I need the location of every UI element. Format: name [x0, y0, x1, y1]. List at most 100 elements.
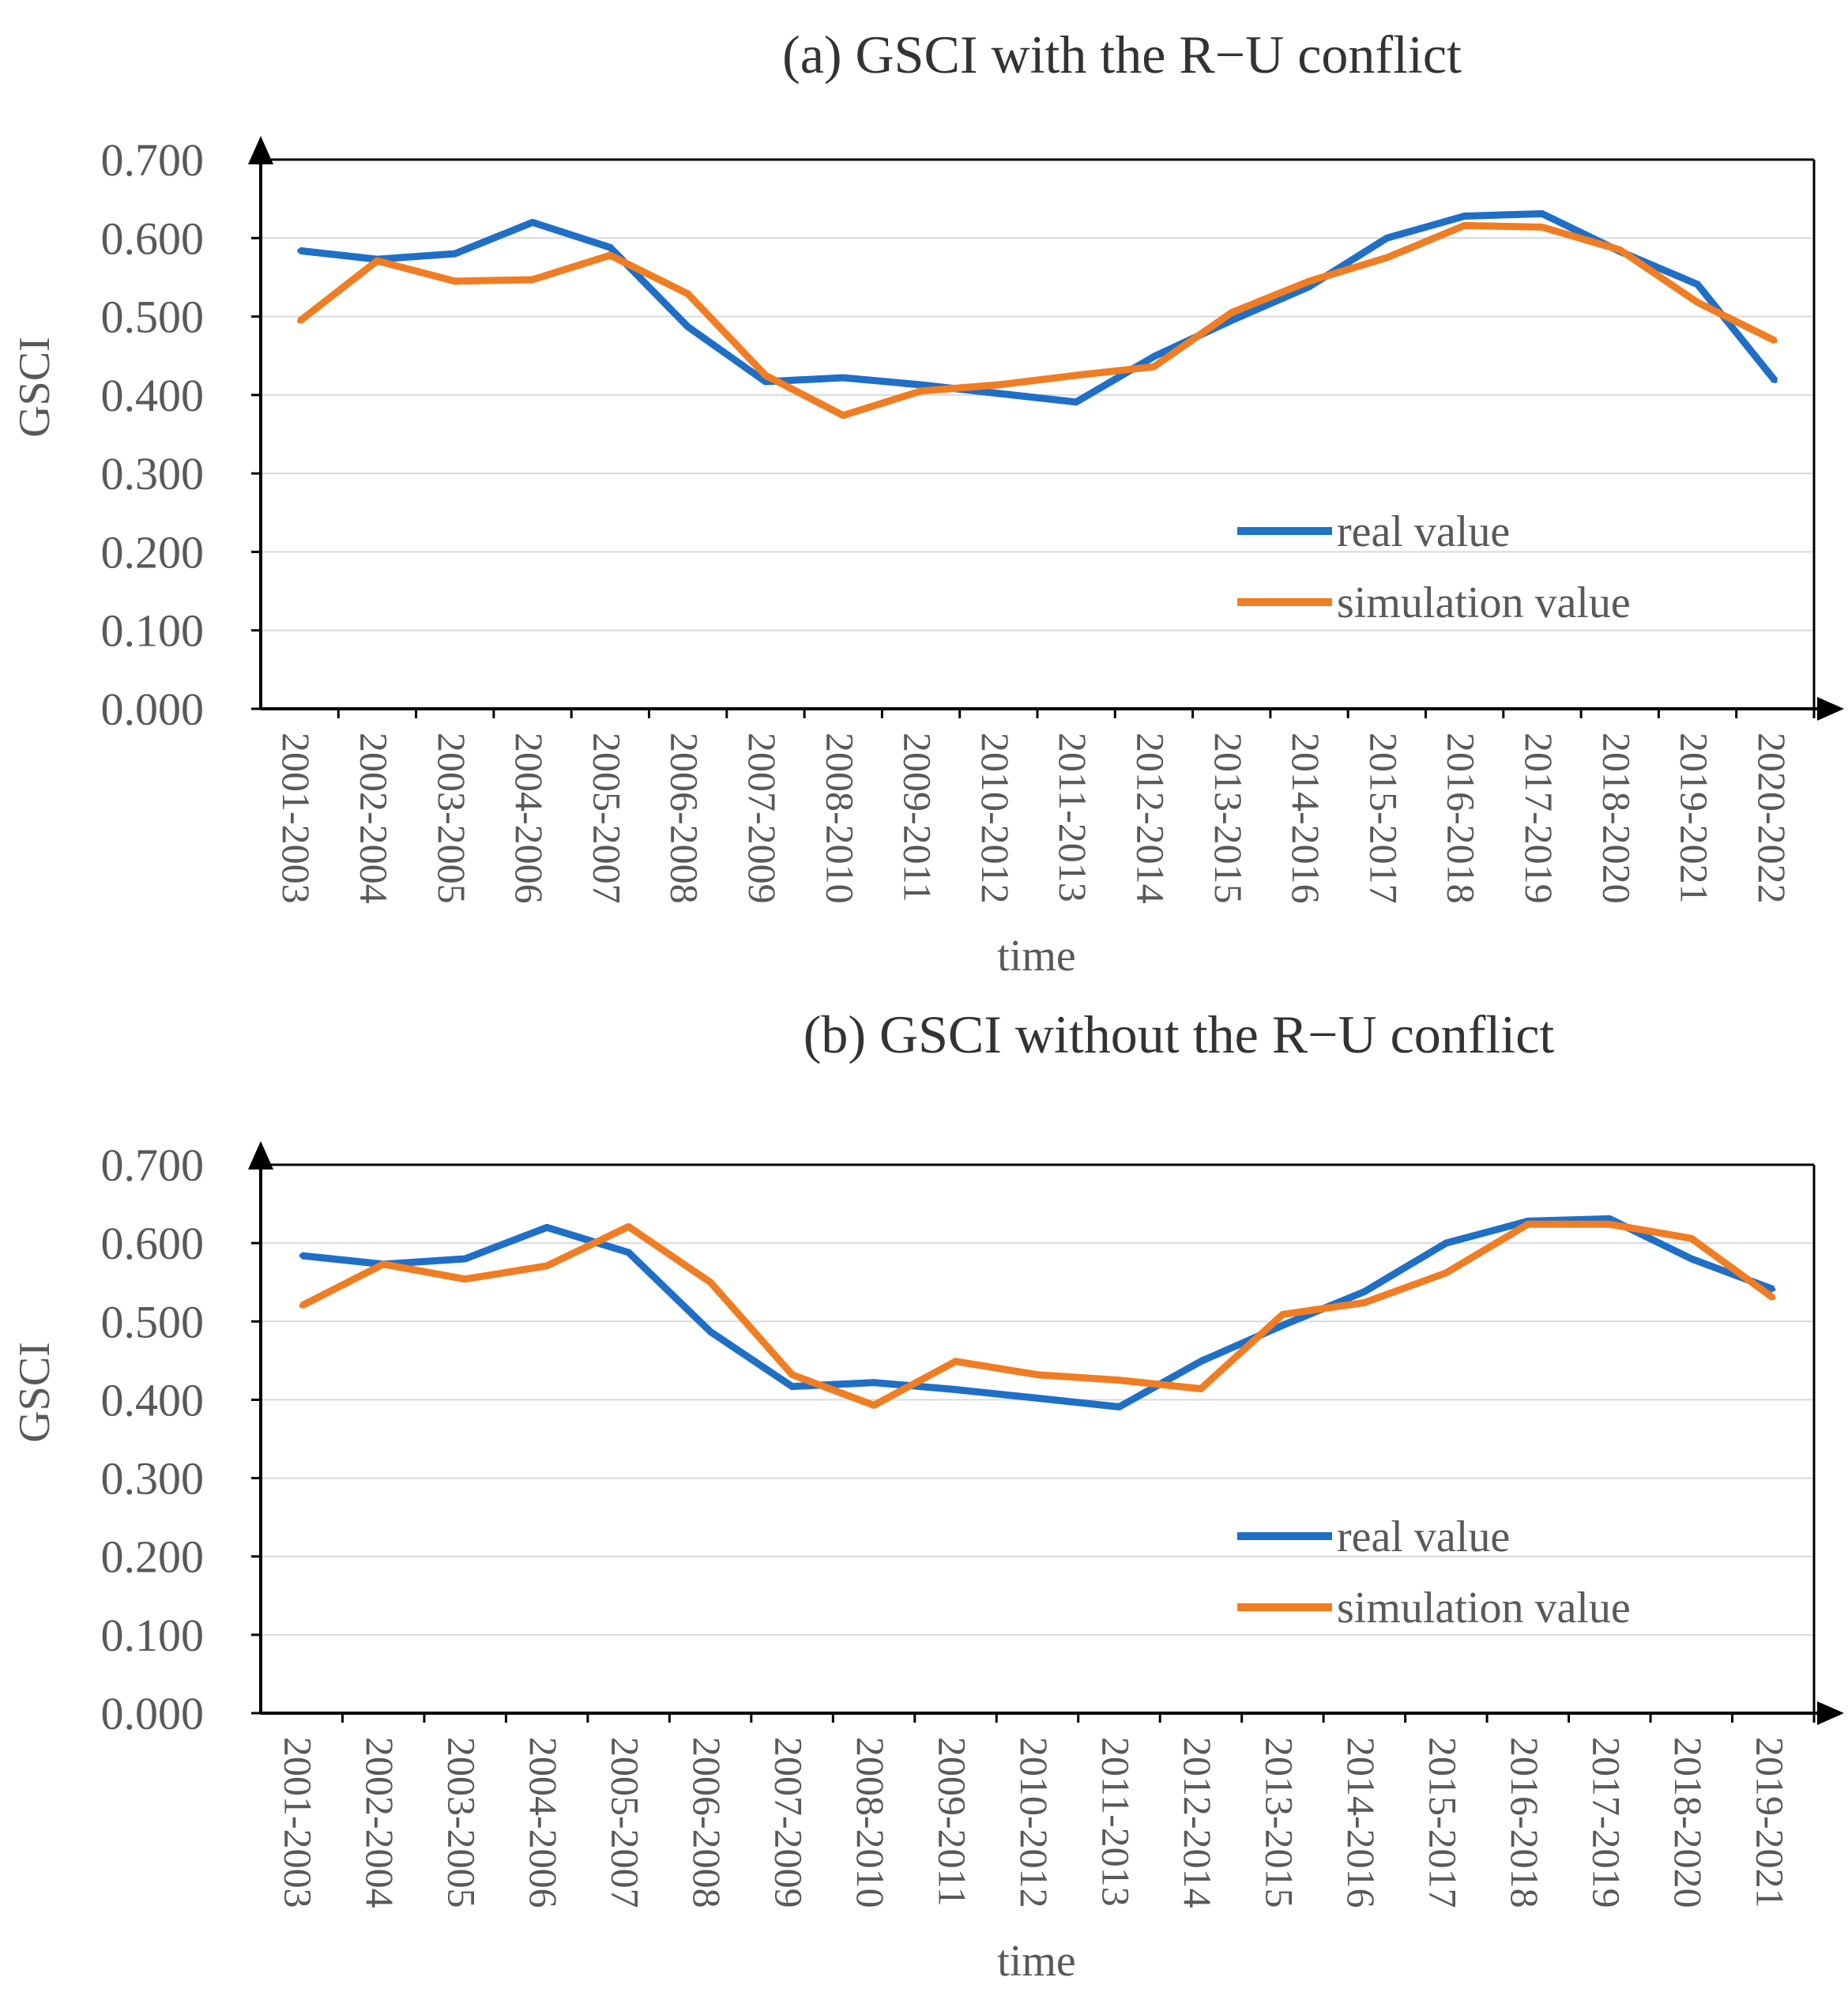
data-point-simulation-value	[1688, 1236, 1694, 1241]
x-tick-label: 2005-2007	[604, 1737, 648, 1908]
y-tick-label: 0.500	[101, 292, 205, 343]
x-axis-label: time	[997, 1937, 1076, 1986]
data-point-real-value	[1540, 211, 1545, 217]
data-point-real-value	[871, 1380, 877, 1385]
x-tick-label: 2008-2010	[818, 733, 862, 904]
data-point-simulation-value	[1151, 364, 1157, 370]
data-point-simulation-value	[1361, 1300, 1367, 1305]
data-point-simulation-value	[1772, 338, 1778, 344]
x-tick-label: 2010-2012	[973, 733, 1018, 904]
x-tick-label: 2016-2018	[1440, 733, 1484, 904]
y-tick-label: 0.200	[101, 1531, 205, 1583]
x-tick-label: 2009-2011	[896, 733, 940, 902]
chart-a: (a) GSCI with the R−U conflict 0.000 0.100…	[10, 24, 1844, 981]
x-tick-label: 2013-2015	[1206, 733, 1251, 904]
legend: real value simulation value	[1237, 507, 1631, 627]
x-tick-label: 2003-2005	[440, 1737, 484, 1908]
x-tick-label: 2010-2012	[1012, 1737, 1056, 1908]
data-point-real-value	[762, 379, 768, 384]
data-point-simulation-value	[1074, 373, 1079, 378]
data-point-simulation-value	[841, 412, 846, 418]
data-point-real-value	[1198, 1358, 1203, 1364]
data-point-real-value	[452, 251, 457, 257]
data-point-real-value	[918, 382, 924, 387]
data-point-real-value	[1035, 1395, 1040, 1401]
x-tick-label: 2002-2004	[358, 1737, 402, 1908]
data-point-real-value	[1772, 379, 1778, 383]
data-point-real-value	[1280, 1323, 1285, 1328]
data-point-real-value	[544, 1225, 550, 1230]
data-point-simulation-value	[297, 318, 303, 324]
data-point-simulation-value	[299, 1303, 304, 1309]
legend-label-simulation-value: simulation value	[1337, 1584, 1631, 1633]
y-axis-label: GSCI	[10, 1342, 59, 1443]
series-line-simulation-value	[299, 1220, 1775, 1409]
x-tick-label: 2004-2006	[507, 733, 551, 904]
data-point-simulation-value	[544, 1263, 550, 1268]
data-point-simulation-value	[626, 1224, 631, 1230]
data-point-simulation-value	[1384, 255, 1390, 261]
data-point-real-value	[1074, 399, 1079, 405]
x-tick-label: 2007-2009	[767, 1737, 811, 1908]
x-tick-label: 2014-2016	[1339, 1737, 1383, 1908]
data-point-simulation-value	[1607, 1222, 1613, 1227]
x-tick-label: 2001-2003	[277, 1737, 321, 1908]
y-tick-label: 0.600	[101, 1218, 205, 1269]
data-point-simulation-value	[762, 373, 768, 378]
data-point-simulation-value	[953, 1358, 958, 1364]
x-tick-label: 2019-2021	[1673, 733, 1717, 904]
data-point-simulation-value	[452, 278, 457, 284]
data-point-real-value	[1443, 1241, 1449, 1246]
data-point-simulation-value	[374, 258, 380, 264]
x-tick-label: 2018-2020	[1666, 1737, 1711, 1908]
y-tick-label: 0.200	[101, 526, 205, 578]
y-tick-label: 0.600	[101, 213, 205, 264]
data-point-simulation-value	[1035, 1372, 1040, 1377]
y-tick-label: 0.300	[101, 1453, 205, 1505]
x-tick-label: 2008-2010	[849, 1737, 893, 1908]
x-tick-label: 2009-2011	[931, 1737, 975, 1907]
x-tick-label: 2002-2004	[352, 733, 396, 904]
chart-title: (a) GSCI with the R−U conflict	[782, 24, 1462, 85]
data-point-simulation-value	[1116, 1377, 1122, 1383]
data-point-simulation-value	[685, 291, 691, 296]
x-tick-label: 2017-2019	[1584, 1737, 1628, 1908]
data-point-real-value	[1462, 213, 1467, 219]
data-point-real-value	[626, 1250, 631, 1255]
data-point-simulation-value	[1525, 1222, 1530, 1227]
x-tick-label: 2007-2009	[740, 733, 785, 904]
x-tick-label: 2019-2021	[1748, 1737, 1792, 1908]
legend-label-real-value: real value	[1337, 507, 1510, 556]
data-point-simulation-value	[1229, 310, 1234, 315]
legend-label-real-value: real value	[1337, 1512, 1510, 1561]
y-tick-label: 0.400	[101, 1374, 205, 1426]
x-axis-label: time	[997, 932, 1076, 981]
data-point-simulation-value	[530, 277, 535, 282]
y-tick-label: 0.000	[101, 684, 205, 735]
data-point-real-value	[708, 1329, 713, 1335]
x-tick-label: 2014-2016	[1284, 733, 1328, 904]
x-tick-label: 2020-2022	[1750, 733, 1794, 904]
data-point-real-value	[1695, 281, 1700, 287]
legend: real value simulation value	[1237, 1512, 1631, 1633]
data-point-real-value	[1361, 1289, 1367, 1294]
data-point-real-value	[1229, 318, 1234, 323]
data-point-simulation-value	[1540, 224, 1545, 230]
x-tick-label: 2011-2013	[1093, 1737, 1138, 1907]
x-tick-label: 2013-2015	[1257, 1737, 1301, 1908]
y-axis-label: GSCI	[10, 337, 59, 438]
x-tick-label: 2012-2014	[1128, 733, 1172, 904]
x-tick-label: 2016-2018	[1503, 1737, 1547, 1908]
series-line-simulation-value	[297, 221, 1777, 420]
data-point-simulation-value	[871, 1403, 877, 1408]
data-point-simulation-value	[789, 1372, 795, 1377]
series-line-real-value	[301, 1215, 1775, 1411]
y-tick-label: 0.000	[101, 1688, 205, 1739]
x-tick-label: 2017-2019	[1517, 733, 1561, 904]
data-point-simulation-value	[1771, 1295, 1776, 1301]
data-point-real-value	[1384, 235, 1390, 241]
y-tick-label: 0.400	[101, 370, 205, 421]
data-point-real-value	[1151, 354, 1157, 360]
y-tick-label: 0.100	[101, 605, 205, 657]
y-tick-label: 0.500	[101, 1296, 205, 1347]
